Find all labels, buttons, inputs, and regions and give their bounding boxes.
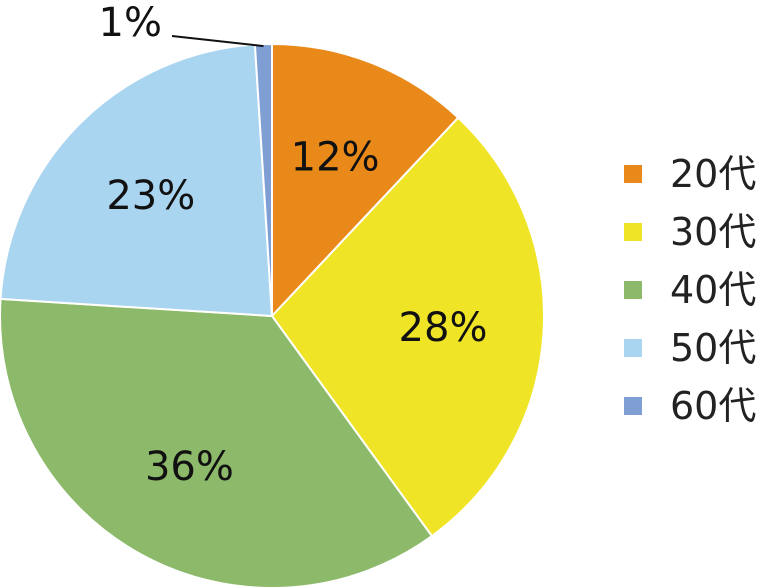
legend-swatch-30: [624, 223, 642, 241]
legend-label-50: 50代: [670, 326, 756, 370]
pie-slice-20: [271, 42, 460, 319]
legend-swatch-50: [624, 339, 642, 357]
data-label-30: 28%: [399, 305, 488, 351]
pie-slice-50: [0, 43, 274, 318]
legend-label-60: 60代: [670, 384, 756, 428]
pie-slice-30: [270, 116, 545, 538]
legend-label-20: 20代: [670, 152, 756, 196]
data-labels: 12% 28% 36% 23% 1%: [99, 0, 488, 490]
data-label-60: 1%: [99, 0, 162, 46]
legend-label-30: 30代: [670, 210, 756, 254]
pie-slice-40: [0, 297, 434, 588]
data-label-50: 23%: [106, 173, 195, 219]
legend-swatch-60: [624, 397, 642, 415]
leader-line-60: [171, 35, 264, 48]
legend-swatch-20: [624, 165, 642, 183]
legend-label-40: 40代: [670, 268, 756, 312]
data-label-20: 12%: [291, 135, 380, 181]
pie-slices: [0, 42, 545, 588]
legend: 20代 30代 40代 50代 60代: [624, 152, 756, 428]
data-label-40: 36%: [145, 444, 234, 490]
legend-swatch-40: [624, 281, 642, 299]
